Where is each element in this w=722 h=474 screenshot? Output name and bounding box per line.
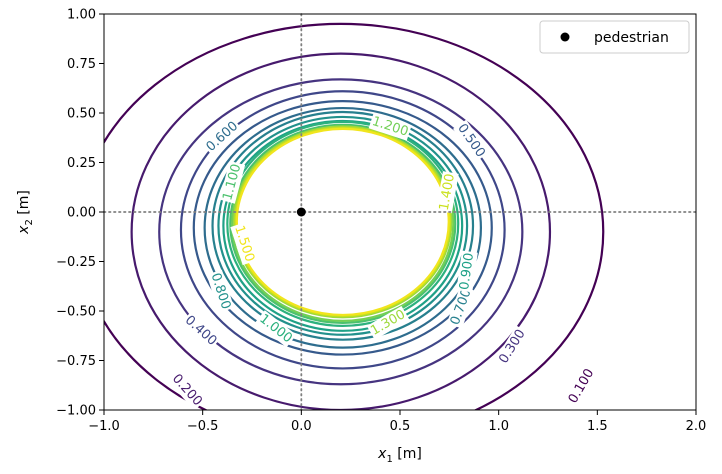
y-tick-label: −0.50	[56, 305, 96, 320]
x-tick-label: 1.0	[488, 419, 509, 434]
contour-line	[226, 120, 460, 327]
y-tick-label: −0.25	[56, 255, 96, 270]
contour-line	[203, 106, 483, 349]
y-axis-label: x2 [m]	[16, 190, 35, 235]
contour-label: 0.900	[456, 250, 478, 293]
y-axis-ticks: −1.00 −0.75 −0.50 −0.25 0.00 0.25 0.50 0.75 1.00	[56, 8, 104, 419]
x-tick-label: 0.5	[390, 419, 411, 434]
legend-marker	[560, 32, 570, 42]
contour-label: 1.400	[436, 171, 459, 214]
contour-line	[158, 78, 524, 386]
y-tick-label: 1.00	[67, 8, 96, 23]
svg-text:1.400: 1.400	[437, 173, 458, 212]
y-tick-label: −1.00	[56, 404, 96, 419]
pedestrian-points	[296, 207, 306, 217]
x-tick-label: 2.0	[686, 419, 707, 434]
y-tick-label: −0.75	[56, 354, 96, 369]
x-axis-ticks: −1.0 −0.5 0.0 0.5 1.0 1.5 2.0	[88, 410, 706, 434]
y-tick-label: 0.00	[67, 206, 96, 221]
x-tick-label: −0.5	[187, 419, 219, 434]
y-tick-label: 0.75	[67, 57, 96, 72]
contour-line	[217, 115, 469, 336]
contour-line	[179, 90, 506, 370]
contour-lines	[104, 22, 605, 410]
x-tick-label: −1.0	[88, 419, 120, 434]
x-tick-label: 0.0	[291, 419, 312, 434]
contour-line	[192, 100, 493, 356]
y-tick-label: 0.25	[67, 156, 96, 171]
contour-line	[104, 22, 605, 410]
contour-line	[235, 127, 450, 317]
legend-box	[539, 20, 690, 54]
y-tick-label: 0.50	[67, 107, 96, 122]
contour-line	[233, 125, 453, 319]
pedestrian-marker	[296, 207, 306, 217]
reference-lines	[103, 13, 697, 411]
contour-line	[229, 123, 457, 324]
svg-text:0.900: 0.900	[457, 252, 477, 291]
x-axis-label: x1 [m]	[377, 446, 422, 465]
legend: pedestrian	[539, 20, 690, 54]
contour-line	[211, 110, 475, 341]
contour-line	[130, 52, 552, 410]
x-tick-label: 1.5	[587, 419, 608, 434]
legend-label-pedestrian: pedestrian	[594, 30, 669, 46]
